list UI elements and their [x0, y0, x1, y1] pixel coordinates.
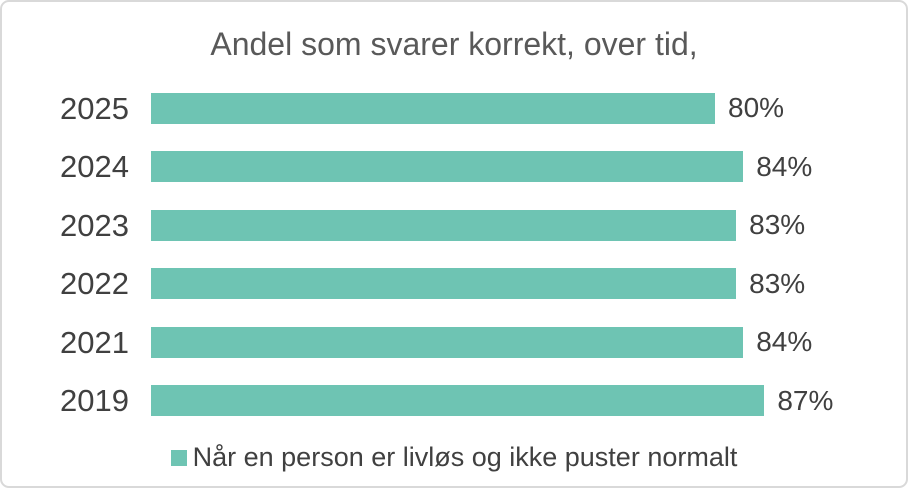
category-label: 2021 — [60, 324, 129, 360]
chart-frame: Andel som svarer korrekt, over tid, 2025… — [0, 0, 908, 488]
chart-title: Andel som svarer korrekt, over tid, — [210, 26, 698, 62]
category-label: 2025 — [60, 90, 129, 126]
value-label: 83% — [749, 267, 806, 299]
category-label: 2019 — [60, 383, 129, 419]
value-label: 87% — [777, 384, 834, 416]
legend: Når en person er livløs og ikke puster n… — [2, 442, 906, 473]
bar-row: 2025 80% — [2, 79, 906, 138]
bar — [151, 385, 765, 417]
value-label: 84% — [756, 150, 813, 182]
value-label: 83% — [749, 209, 806, 241]
category-label: 2023 — [60, 207, 129, 243]
bar — [151, 92, 715, 124]
bar-row: 2023 83% — [2, 196, 906, 255]
category-label: 2022 — [60, 266, 129, 302]
bar — [151, 209, 737, 241]
legend-label: Når en person er livløs og ikke puster n… — [192, 442, 738, 472]
value-label: 84% — [756, 326, 813, 358]
bar-rows: 2025 80% 2024 84% 2023 83% 2022 83% 2021… — [2, 79, 906, 430]
bar — [151, 326, 744, 358]
bar — [151, 268, 737, 300]
value-label: 80% — [728, 92, 785, 124]
category-label: 2024 — [60, 149, 129, 185]
bar — [151, 151, 744, 183]
bar-row: 2024 84% — [2, 138, 906, 197]
legend-marker-icon — [170, 449, 187, 466]
bar-row: 2022 83% — [2, 255, 906, 314]
bar-row: 2019 87% — [2, 372, 906, 431]
bar-row: 2021 84% — [2, 313, 906, 372]
